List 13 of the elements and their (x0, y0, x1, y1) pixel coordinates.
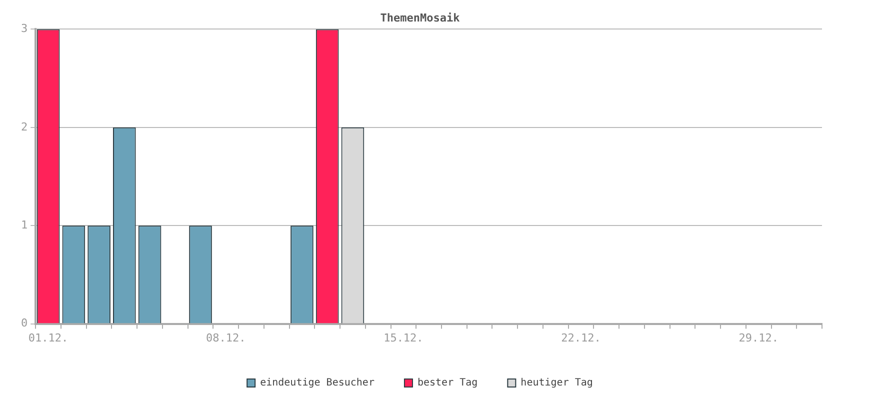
x-tick-label: 29.12. (738, 331, 778, 344)
legend-label: bester Tag (417, 378, 478, 389)
x-tick-label: 08.12. (206, 331, 246, 344)
chart-title: ThemenMosaik (380, 11, 460, 24)
y-tick-label: 1 (21, 218, 28, 232)
y-tick-label: 0 (21, 316, 28, 330)
y-tick-label: 2 (21, 120, 28, 134)
legend-label: eindeutige Besucher (260, 378, 374, 389)
x-tick-label: 15.12. (384, 331, 424, 344)
x-tick-label: 01.12. (28, 331, 68, 344)
x-tick-label: 22.12. (561, 331, 601, 344)
legend-label: heutiger Tag (520, 378, 593, 389)
y-tick-label: 3 (21, 22, 28, 36)
